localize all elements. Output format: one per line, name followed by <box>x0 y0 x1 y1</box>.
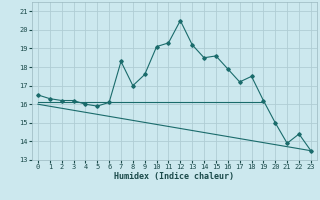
X-axis label: Humidex (Indice chaleur): Humidex (Indice chaleur) <box>115 172 234 181</box>
